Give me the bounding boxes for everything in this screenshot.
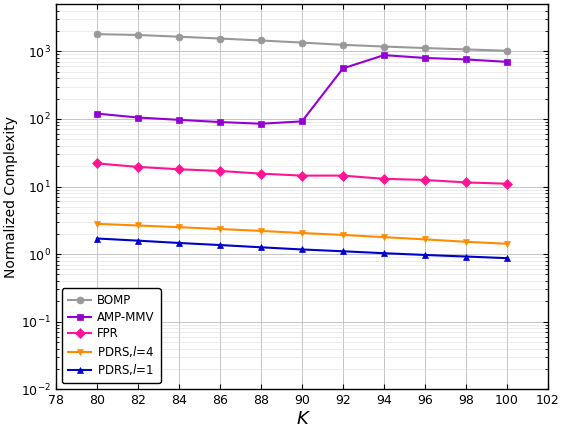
PDRS,$\it{l}$=4 [381,235,387,240]
BOMP [421,45,428,51]
AMP-MMV [298,119,305,124]
PDRS,$\it{l}$=1 [381,251,387,256]
PDRS,$\it{l}$=4 [217,226,223,232]
PDRS,$\it{l}$=1 [462,254,469,259]
FPR [217,168,223,174]
BOMP [135,32,142,38]
PDRS,$\it{l}$=4 [94,221,100,226]
AMP-MMV [462,57,469,62]
BOMP [94,32,100,37]
FPR [175,167,182,172]
AMP-MMV [340,66,346,71]
FPR [421,178,428,183]
FPR [381,176,387,181]
PDRS,$\it{l}$=4 [135,223,142,228]
PDRS,$\it{l}$=1 [340,249,346,254]
PDRS,$\it{l}$=4 [258,229,265,234]
BOMP [217,36,223,41]
Line: AMP-MMV: AMP-MMV [94,52,510,127]
PDRS,$\it{l}$=4 [462,239,469,245]
PDRS,$\it{l}$=1 [504,256,510,261]
PDRS,$\it{l}$=1 [217,242,223,248]
AMP-MMV [94,111,100,116]
FPR [504,181,510,186]
X-axis label: K: K [296,410,308,428]
Line: BOMP: BOMP [94,31,510,54]
AMP-MMV [421,55,428,60]
AMP-MMV [217,120,223,125]
BOMP [504,48,510,54]
BOMP [381,44,387,49]
BOMP [340,42,346,48]
BOMP [462,47,469,52]
FPR [94,161,100,166]
PDRS,$\it{l}$=4 [340,232,346,238]
Line: PDRS,$\it{l}$=4: PDRS,$\it{l}$=4 [94,220,510,247]
Line: FPR: FPR [94,160,510,187]
PDRS,$\it{l}$=1 [94,236,100,241]
AMP-MMV [175,117,182,122]
AMP-MMV [381,53,387,58]
PDRS,$\it{l}$=4 [504,241,510,246]
BOMP [175,34,182,39]
PDRS,$\it{l}$=4 [175,225,182,230]
AMP-MMV [135,115,142,120]
FPR [298,173,305,178]
PDRS,$\it{l}$=1 [135,238,142,243]
Legend: BOMP, AMP-MMV, FPR, PDRS,$\it{l}$=4, PDRS,$\it{l}$=1: BOMP, AMP-MMV, FPR, PDRS,$\it{l}$=4, PDR… [62,288,161,383]
AMP-MMV [258,121,265,126]
PDRS,$\it{l}$=1 [421,252,428,257]
FPR [258,171,265,176]
BOMP [298,40,305,45]
BOMP [258,38,265,43]
PDRS,$\it{l}$=1 [258,245,265,250]
FPR [135,164,142,169]
PDRS,$\it{l}$=4 [421,237,428,242]
FPR [340,173,346,178]
FPR [462,180,469,185]
Y-axis label: Normalized Complexity: Normalized Complexity [4,116,18,278]
AMP-MMV [504,59,510,64]
PDRS,$\it{l}$=1 [175,240,182,245]
Line: PDRS,$\it{l}$=1: PDRS,$\it{l}$=1 [94,235,510,262]
PDRS,$\it{l}$=4 [298,230,305,235]
PDRS,$\it{l}$=1 [298,247,305,252]
